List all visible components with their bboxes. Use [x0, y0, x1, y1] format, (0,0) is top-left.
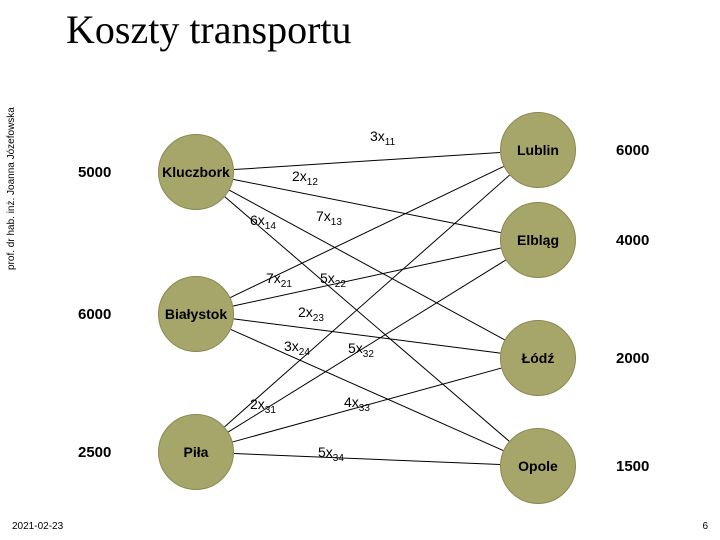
supply-label-s1: 5000 [78, 164, 111, 181]
dest-node-d2: Elbląg [500, 202, 576, 278]
edge-label-s2-d3: 2x23 [298, 304, 324, 324]
footer-page: 6 [702, 521, 708, 532]
source-node-s3: Piła [158, 414, 234, 490]
demand-label-d4: 1500 [616, 458, 649, 475]
edge-label-s3-d1: 2x31 [250, 396, 276, 416]
source-node-s2: Białystok [158, 276, 234, 352]
demand-label-d2: 4000 [616, 232, 649, 249]
edge-label-s1-d2: 2x12 [292, 168, 318, 188]
edge-label-s2-d1: 7x21 [266, 270, 292, 290]
edge-label-s3-d2: 4x33 [344, 394, 370, 414]
author-sidebar: prof. dr hab. inż. Joanna Józefowska [6, 107, 17, 270]
edge-label-s3-d4: 5x34 [318, 444, 344, 464]
dest-node-d1: Lublin [500, 112, 576, 188]
edge-label-s1-d1: 3x11 [370, 128, 395, 148]
dest-node-d4: Opole [500, 428, 576, 504]
edge-label-s1-d4: 6x14 [250, 212, 276, 232]
edge-label-s2-d4: 3x24 [284, 338, 310, 358]
page-title: Koszty transportu [66, 6, 352, 53]
supply-label-s2: 6000 [78, 306, 111, 323]
supply-label-s3: 2500 [78, 444, 111, 461]
edge-label-s2-d2: 5x22 [320, 270, 346, 290]
edge-label-s1-d3: 7x13 [316, 208, 342, 228]
demand-label-d1: 6000 [616, 142, 649, 159]
dest-node-d3: Łódź [500, 320, 576, 396]
footer-date: 2021-02-23 [12, 521, 63, 532]
source-node-s1: Kluczbork [158, 134, 234, 210]
edge-label-s3-d3: 5x32 [348, 340, 374, 360]
demand-label-d3: 2000 [616, 350, 649, 367]
